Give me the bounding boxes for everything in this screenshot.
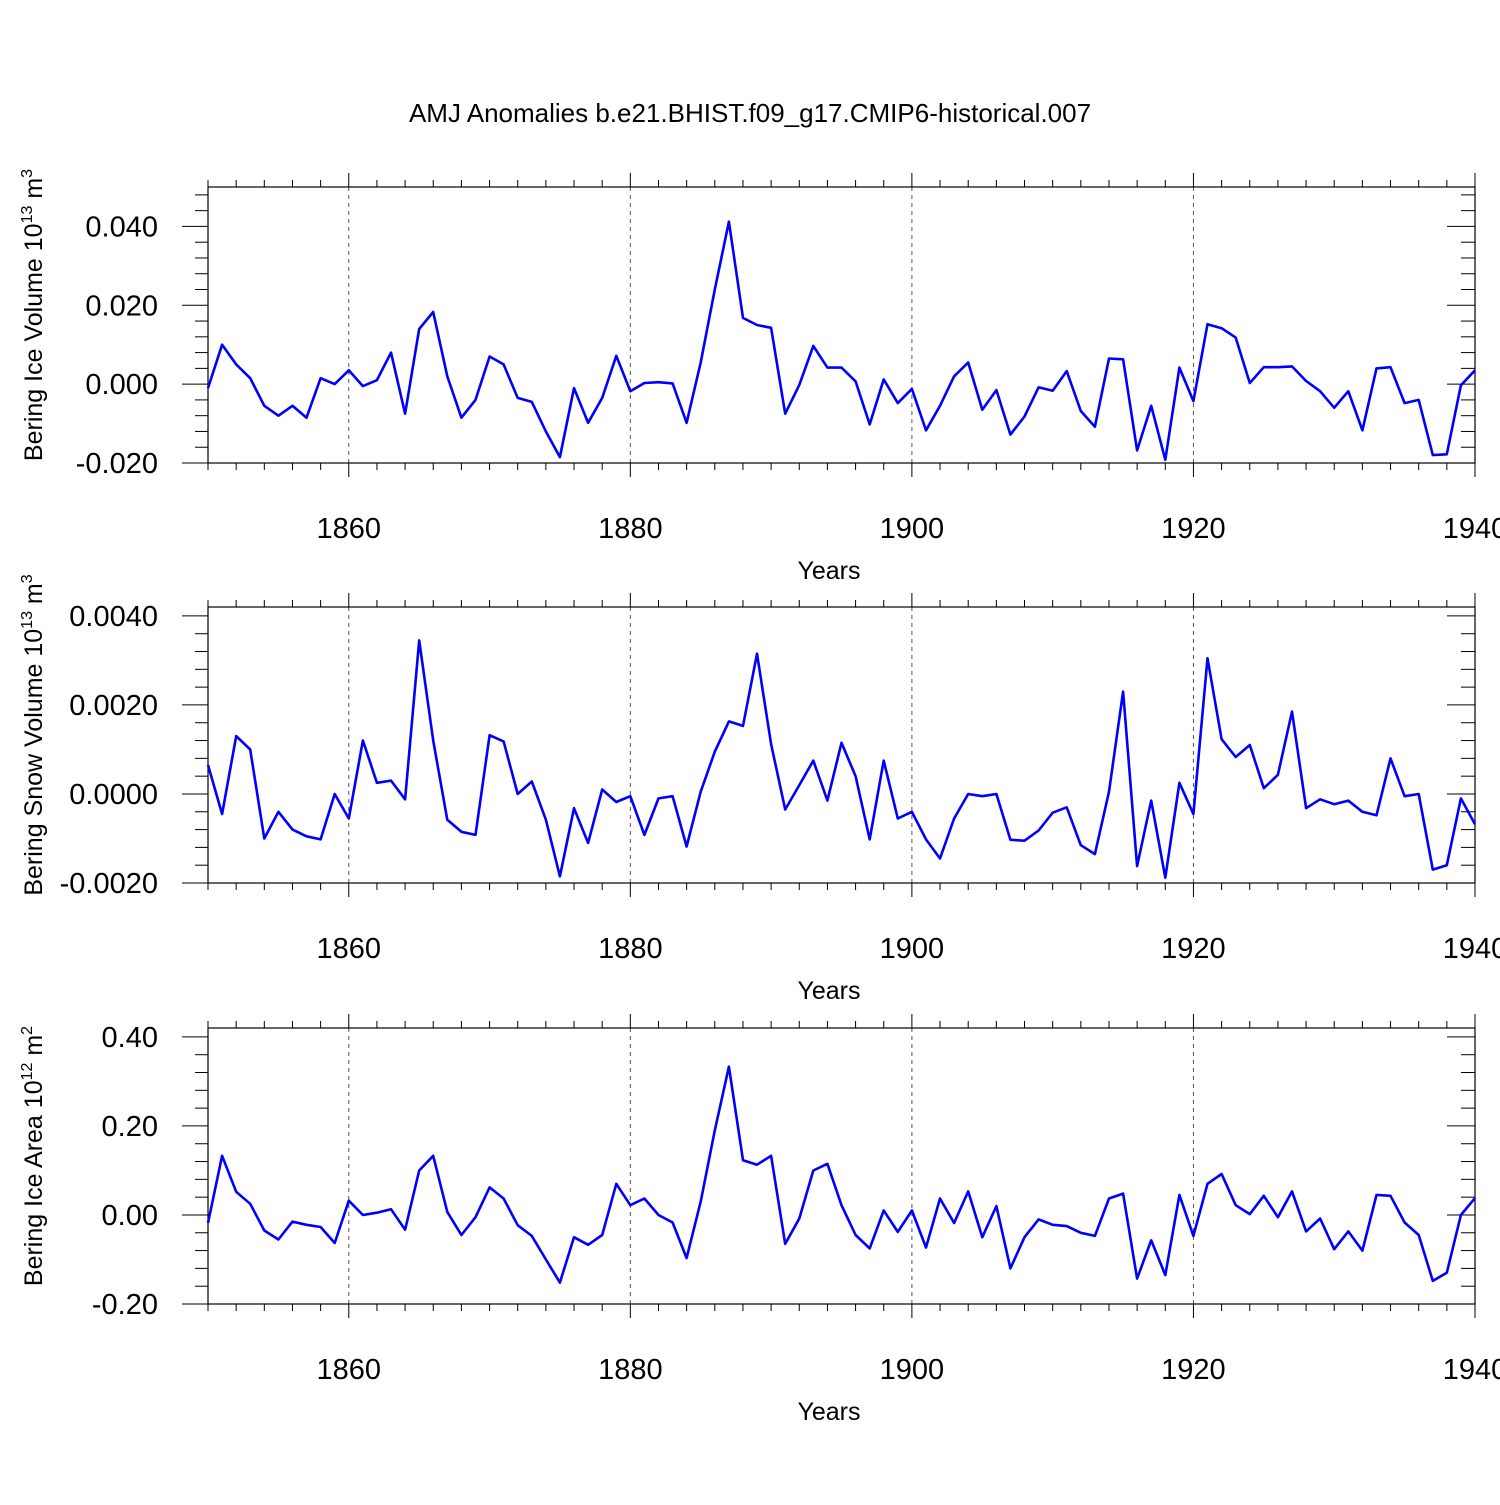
y-tick-label: 0.0020: [69, 690, 158, 722]
series-line: [206, 1065, 1476, 1284]
y-tick-label: -0.020: [76, 448, 158, 480]
y-tick-label: -0.0020: [60, 868, 158, 900]
x-tick-label: 1900: [880, 933, 945, 965]
x-tick-label: 1920: [1161, 933, 1226, 965]
x-tick-label: 1860: [317, 513, 382, 545]
x-tick-label: 1940: [1443, 1354, 1500, 1386]
x-tick-label: 1880: [598, 513, 663, 545]
y-tick-label: 0.000: [85, 369, 158, 401]
y-tick-label: 0.020: [85, 290, 158, 322]
y-tick-label: 0.20: [102, 1111, 158, 1143]
plot-frame: [207, 606, 1476, 884]
x-tick-label: 1900: [880, 1354, 945, 1386]
y-tick-label: 0.00: [102, 1200, 158, 1232]
panel-3: -0.20 0.00 0.20 0.40 1860 1880 1900 1920 1940 Yea…: [19, 1014, 1500, 1426]
y-axis-title: Bering Ice Area 1012 m2: [19, 1026, 48, 1286]
panel-1: -0.020 0.000 0.020 0.040 1860 1880 1900 1920 194…: [19, 169, 1500, 585]
x-tick-label: 1940: [1443, 933, 1500, 965]
x-axis-title: Years: [797, 557, 860, 585]
x-tick-label: 1860: [317, 933, 382, 965]
x-tick-label: 1880: [598, 1354, 663, 1386]
x-tick-label: 1900: [880, 513, 945, 545]
y-tick-label: -0.20: [92, 1289, 158, 1321]
y-tick-label: 0.0000: [69, 779, 158, 811]
x-tick-label: 1860: [317, 1354, 382, 1386]
y-tick-label: 0.040: [85, 211, 158, 243]
plot-frame: [207, 186, 1476, 464]
x-tick-label: 1920: [1161, 1354, 1226, 1386]
chart-title: AMJ Anomalies b.e21.BHIST.f09_g17.CMIP6-…: [409, 98, 1091, 128]
x-axis-title: Years: [797, 977, 860, 1005]
x-tick-label: 1920: [1161, 513, 1226, 545]
y-axis-title: Bering Snow Volume 1013 m3: [19, 574, 48, 895]
plot-frame: [207, 1027, 1476, 1305]
y-tick-label: 0.0040: [69, 601, 158, 633]
x-tick-label: 1940: [1443, 513, 1500, 545]
series-line: [206, 639, 1477, 880]
panels-layer: -0.020 0.000 0.020 0.040 1860 1880 1900 1920 194…: [19, 169, 1500, 1426]
series-line: [206, 220, 1476, 462]
x-tick-label: 1880: [598, 933, 663, 965]
panel-2: -0.0020 0.0000 0.0020 0.0040 1860 1880 1900 192…: [19, 574, 1500, 1005]
y-tick-label: 0.40: [102, 1022, 158, 1054]
x-axis-title: Years: [797, 1398, 860, 1426]
y-axis-title: Bering Ice Volume 1013 m3: [19, 169, 48, 461]
